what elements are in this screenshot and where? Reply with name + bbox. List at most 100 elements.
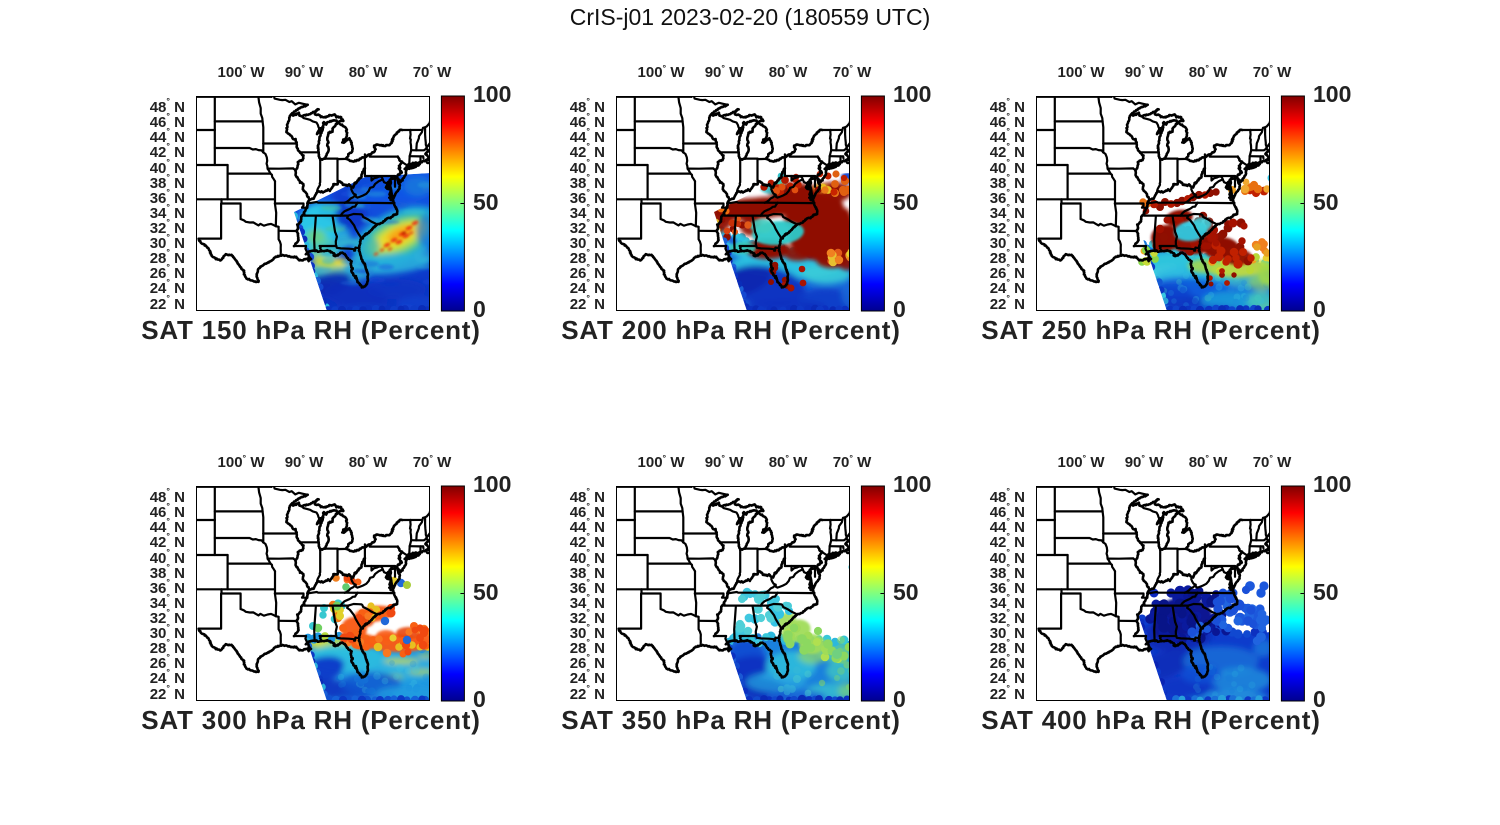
svg-text:22° N: 22° N xyxy=(570,293,605,313)
svg-text:50: 50 xyxy=(893,579,919,605)
svg-text:40° N: 40° N xyxy=(990,547,1025,567)
svg-text:44° N: 44° N xyxy=(570,516,605,536)
svg-text:70° W: 70° W xyxy=(413,63,452,81)
svg-text:80° W: 80° W xyxy=(349,453,388,471)
svg-text:36° N: 36° N xyxy=(570,577,605,597)
svg-text:0: 0 xyxy=(893,686,906,712)
svg-text:0: 0 xyxy=(473,686,486,712)
svg-text:70° W: 70° W xyxy=(413,453,452,471)
svg-text:100° W: 100° W xyxy=(218,63,266,81)
svg-text:44° N: 44° N xyxy=(990,516,1025,536)
svg-text:42° N: 42° N xyxy=(150,141,185,161)
svg-text:100° W: 100° W xyxy=(218,453,266,471)
svg-text:0: 0 xyxy=(1313,296,1326,322)
svg-text:32° N: 32° N xyxy=(990,607,1025,627)
svg-text:48° N: 48° N xyxy=(990,96,1025,116)
svg-text:46° N: 46° N xyxy=(990,501,1025,521)
svg-text:90° W: 90° W xyxy=(285,63,324,81)
svg-text:SAT 350 hPa RH (Percent): SAT 350 hPa RH (Percent) xyxy=(561,705,900,735)
svg-text:44° N: 44° N xyxy=(990,126,1025,146)
svg-text:100: 100 xyxy=(893,471,931,497)
svg-text:24° N: 24° N xyxy=(570,667,605,687)
svg-text:40° N: 40° N xyxy=(570,547,605,567)
svg-text:SAT 400 hPa RH (Percent): SAT 400 hPa RH (Percent) xyxy=(981,705,1320,735)
svg-text:90° W: 90° W xyxy=(285,453,324,471)
svg-text:26° N: 26° N xyxy=(990,652,1025,672)
svg-text:40° N: 40° N xyxy=(990,157,1025,177)
svg-text:32° N: 32° N xyxy=(150,607,185,627)
svg-text:50: 50 xyxy=(473,579,499,605)
svg-text:30° N: 30° N xyxy=(990,622,1025,642)
svg-text:26° N: 26° N xyxy=(150,652,185,672)
svg-text:22° N: 22° N xyxy=(990,293,1025,313)
svg-text:42° N: 42° N xyxy=(150,531,185,551)
svg-text:50: 50 xyxy=(473,189,499,215)
svg-text:32° N: 32° N xyxy=(990,217,1025,237)
svg-text:0: 0 xyxy=(473,296,486,322)
svg-text:80° W: 80° W xyxy=(349,63,388,81)
svg-text:100° W: 100° W xyxy=(638,63,686,81)
svg-text:0: 0 xyxy=(1313,686,1326,712)
svg-text:48° N: 48° N xyxy=(150,486,185,506)
svg-text:36° N: 36° N xyxy=(990,577,1025,597)
svg-text:22° N: 22° N xyxy=(150,683,185,703)
svg-text:22° N: 22° N xyxy=(150,293,185,313)
svg-text:48° N: 48° N xyxy=(570,486,605,506)
svg-text:100° W: 100° W xyxy=(1058,63,1106,81)
svg-text:30° N: 30° N xyxy=(150,622,185,642)
svg-text:26° N: 26° N xyxy=(990,262,1025,282)
svg-text:50: 50 xyxy=(1313,579,1339,605)
svg-text:100: 100 xyxy=(473,471,511,497)
svg-text:SAT 250 hPa RH (Percent): SAT 250 hPa RH (Percent) xyxy=(981,315,1320,345)
svg-text:38° N: 38° N xyxy=(990,172,1025,192)
svg-text:30° N: 30° N xyxy=(570,232,605,252)
svg-text:90° W: 90° W xyxy=(705,63,744,81)
svg-text:80° W: 80° W xyxy=(1189,453,1228,471)
svg-text:42° N: 42° N xyxy=(570,531,605,551)
svg-text:36° N: 36° N xyxy=(150,577,185,597)
svg-text:38° N: 38° N xyxy=(150,172,185,192)
svg-text:36° N: 36° N xyxy=(570,187,605,207)
svg-text:34° N: 34° N xyxy=(150,592,185,612)
svg-text:46° N: 46° N xyxy=(150,111,185,131)
svg-text:34° N: 34° N xyxy=(990,202,1025,222)
svg-text:90° W: 90° W xyxy=(705,453,744,471)
svg-text:42° N: 42° N xyxy=(990,141,1025,161)
svg-text:28° N: 28° N xyxy=(990,637,1025,657)
svg-text:0: 0 xyxy=(893,296,906,322)
svg-text:46° N: 46° N xyxy=(570,111,605,131)
svg-text:70° W: 70° W xyxy=(833,453,872,471)
svg-text:70° W: 70° W xyxy=(1253,63,1292,81)
svg-text:28° N: 28° N xyxy=(150,637,185,657)
svg-text:28° N: 28° N xyxy=(570,637,605,657)
svg-text:36° N: 36° N xyxy=(990,187,1025,207)
svg-text:46° N: 46° N xyxy=(570,501,605,521)
svg-text:32° N: 32° N xyxy=(570,217,605,237)
svg-text:44° N: 44° N xyxy=(570,126,605,146)
svg-text:100° W: 100° W xyxy=(1058,453,1106,471)
svg-text:48° N: 48° N xyxy=(570,96,605,116)
svg-text:22° N: 22° N xyxy=(990,683,1025,703)
svg-text:42° N: 42° N xyxy=(990,531,1025,551)
svg-text:44° N: 44° N xyxy=(150,126,185,146)
svg-text:24° N: 24° N xyxy=(990,277,1025,297)
svg-text:44° N: 44° N xyxy=(150,516,185,536)
svg-text:32° N: 32° N xyxy=(150,217,185,237)
svg-text:80° W: 80° W xyxy=(769,453,808,471)
svg-text:24° N: 24° N xyxy=(990,667,1025,687)
svg-text:100: 100 xyxy=(1313,471,1351,497)
svg-text:100: 100 xyxy=(473,81,511,107)
svg-text:SAT 150 hPa RH (Percent): SAT 150 hPa RH (Percent) xyxy=(141,315,480,345)
svg-text:30° N: 30° N xyxy=(570,622,605,642)
svg-text:38° N: 38° N xyxy=(990,562,1025,582)
svg-text:48° N: 48° N xyxy=(990,486,1025,506)
svg-text:34° N: 34° N xyxy=(150,202,185,222)
svg-text:26° N: 26° N xyxy=(570,652,605,672)
svg-text:26° N: 26° N xyxy=(150,262,185,282)
svg-text:48° N: 48° N xyxy=(150,96,185,116)
svg-text:100: 100 xyxy=(893,81,931,107)
svg-text:SAT 300 hPa RH (Percent): SAT 300 hPa RH (Percent) xyxy=(141,705,480,735)
svg-text:26° N: 26° N xyxy=(570,262,605,282)
svg-text:24° N: 24° N xyxy=(150,277,185,297)
svg-text:70° W: 70° W xyxy=(1253,453,1292,471)
